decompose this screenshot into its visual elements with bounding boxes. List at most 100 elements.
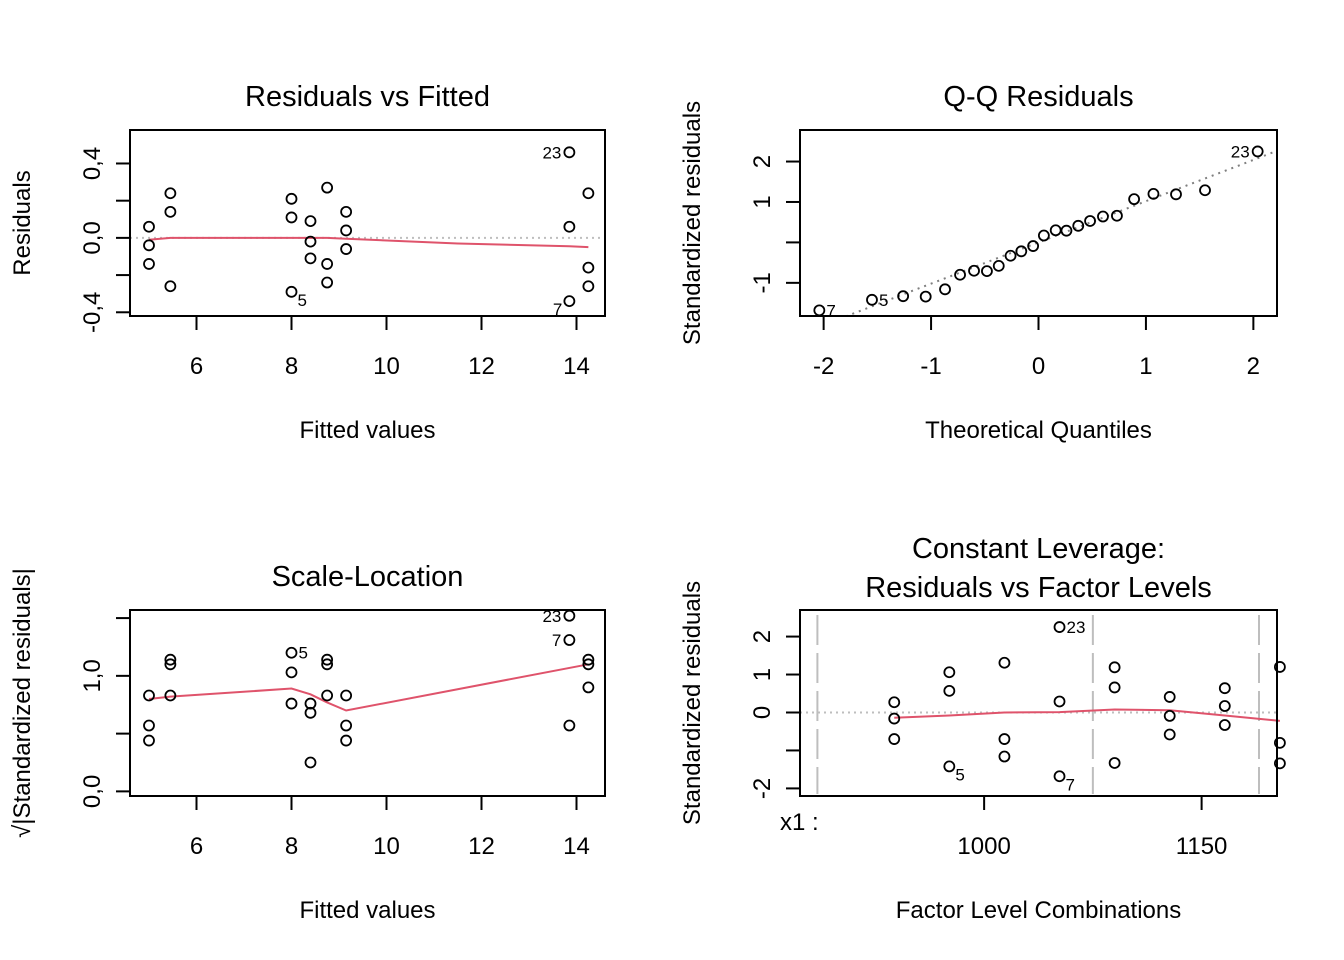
data-point bbox=[1273, 736, 1286, 749]
x-axis-label: Fitted values bbox=[299, 417, 435, 444]
data-point bbox=[285, 697, 298, 710]
data-point bbox=[888, 733, 901, 745]
x-tick-label: 1000 bbox=[957, 833, 1010, 860]
data-point bbox=[919, 290, 932, 303]
data-point bbox=[304, 252, 317, 265]
data-point bbox=[563, 295, 576, 308]
x-tick-label: 6 bbox=[190, 353, 203, 380]
data-point bbox=[304, 215, 317, 228]
smoother-line bbox=[148, 236, 589, 249]
data-point bbox=[1111, 209, 1123, 222]
data-point bbox=[143, 220, 155, 233]
data-point bbox=[1170, 188, 1182, 201]
data-point bbox=[340, 224, 353, 237]
smoother-line bbox=[894, 708, 1280, 722]
factor-name-label: x1 : bbox=[780, 809, 819, 836]
y-axis-label: √|Standardized residuals| bbox=[9, 568, 36, 838]
y-axis-label: Standardized residuals bbox=[679, 101, 706, 345]
y-tick-label: 1 bbox=[749, 668, 776, 681]
data-point bbox=[143, 239, 155, 252]
data-point bbox=[582, 653, 595, 666]
data-point bbox=[582, 681, 595, 694]
point-label: 23 bbox=[542, 607, 561, 626]
point-label: 5 bbox=[879, 291, 888, 310]
data-point bbox=[992, 259, 1005, 272]
x-tick-label: 8 bbox=[285, 353, 298, 380]
x-tick-label: 0 bbox=[1032, 353, 1045, 380]
data-point bbox=[321, 181, 334, 194]
data-point bbox=[1163, 691, 1176, 703]
data-point bbox=[563, 609, 576, 622]
data-point bbox=[285, 211, 298, 224]
data-point bbox=[1053, 770, 1066, 783]
y-tick-label: 1 bbox=[749, 195, 776, 208]
data-point bbox=[582, 280, 595, 293]
x-tick-label: 12 bbox=[468, 833, 495, 860]
chart-title: Residuals vs Fitted bbox=[245, 81, 490, 113]
data-point bbox=[1147, 187, 1160, 200]
x-tick-label: 1150 bbox=[1176, 833, 1228, 860]
data-point bbox=[939, 283, 951, 296]
data-point bbox=[943, 684, 956, 697]
data-point bbox=[164, 689, 177, 702]
data-point bbox=[1004, 249, 1017, 262]
point-label: 23 bbox=[542, 143, 561, 162]
data-point bbox=[340, 243, 353, 255]
data-point bbox=[340, 205, 353, 218]
data-point bbox=[1199, 184, 1211, 197]
data-point bbox=[1015, 245, 1028, 258]
data-point bbox=[813, 304, 826, 317]
data-point bbox=[1072, 219, 1085, 232]
y-tick-label: 2 bbox=[749, 155, 776, 168]
data-point bbox=[1108, 681, 1121, 694]
panel-2: Q-Q Residuals Theoretical Quantiles Standa… bbox=[679, 81, 1278, 444]
x-tick-label: 14 bbox=[563, 833, 590, 860]
data-point bbox=[1027, 240, 1040, 252]
data-point bbox=[981, 265, 993, 278]
data-point bbox=[164, 653, 177, 666]
data-point bbox=[143, 258, 155, 270]
data-point bbox=[1097, 210, 1109, 223]
data-point bbox=[1084, 215, 1096, 227]
data-point bbox=[143, 689, 155, 702]
panel-4: Constant Leverage: Residuals vs Factor Le… bbox=[679, 533, 1286, 924]
data-point bbox=[866, 293, 878, 306]
panel-3: Scale-Location Fitted values √|Standardize… bbox=[9, 561, 606, 924]
x-tick-label: 10 bbox=[373, 833, 400, 860]
panel-1: Residuals vs Fitted Fitted values Residual… bbox=[9, 81, 606, 444]
data-point bbox=[1218, 682, 1231, 695]
point-label: 7 bbox=[826, 301, 835, 320]
x-tick-label: 1 bbox=[1139, 353, 1152, 380]
x-tick-label: 6 bbox=[190, 833, 203, 860]
data-point bbox=[897, 290, 910, 303]
data-point bbox=[998, 733, 1011, 745]
data-point bbox=[340, 719, 353, 732]
data-point bbox=[888, 712, 901, 725]
x-tick-label: 10 bbox=[373, 353, 400, 380]
data-point bbox=[340, 689, 353, 702]
x-axis-label: Factor Level Combinations bbox=[896, 897, 1181, 924]
x-tick-label: 8 bbox=[285, 833, 298, 860]
y-tick-label: 0,4 bbox=[79, 147, 106, 180]
data-point bbox=[1218, 719, 1231, 731]
data-point bbox=[954, 268, 966, 281]
data-point bbox=[968, 264, 980, 277]
data-point bbox=[143, 734, 155, 747]
data-point bbox=[563, 719, 576, 732]
data-point bbox=[340, 734, 353, 747]
plot-frame bbox=[799, 129, 1278, 317]
x-tick-label: 2 bbox=[1247, 353, 1260, 380]
data-point bbox=[563, 220, 576, 233]
data-point bbox=[143, 719, 155, 732]
data-point bbox=[304, 756, 317, 769]
data-point bbox=[285, 192, 298, 205]
y-tick-label: 0,0 bbox=[79, 221, 106, 254]
data-point bbox=[321, 689, 334, 702]
data-point bbox=[1108, 757, 1121, 769]
data-point bbox=[1060, 224, 1073, 237]
data-point bbox=[164, 187, 177, 200]
data-point bbox=[285, 666, 298, 679]
data-point bbox=[582, 187, 595, 200]
y-axis-label: Residuals bbox=[9, 170, 36, 275]
